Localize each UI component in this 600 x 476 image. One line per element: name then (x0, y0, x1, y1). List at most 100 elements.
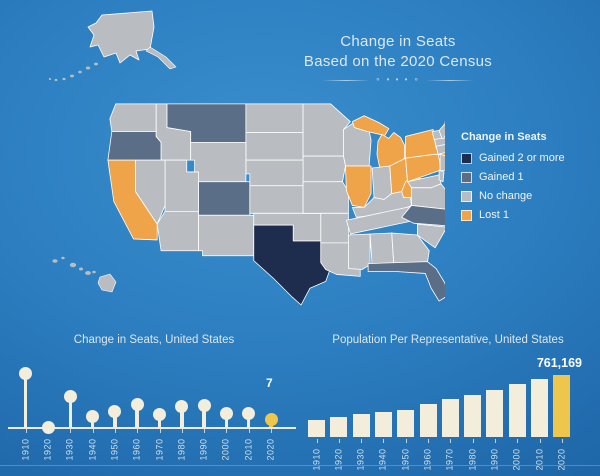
main-title: Change in Seats Based on the 2020 Census… (278, 33, 518, 84)
lollipop-stem-1990 (202, 405, 206, 427)
x-label-1950: 1950 (400, 448, 411, 471)
bar-1960 (419, 403, 437, 437)
state-nd (245, 103, 304, 133)
x-label-2000: 2000 (220, 438, 231, 461)
state-wy (190, 141, 247, 183)
lollipop-dot-2010 (242, 406, 256, 420)
state-md (407, 174, 442, 189)
x-tick-1980 (472, 439, 474, 443)
map-legend: Change in Seats Gained 2 or more Gained 1… (461, 131, 565, 228)
x-label-1950: 1950 (109, 438, 120, 461)
legend-swatch-gained1 (461, 171, 472, 183)
aleutian-islands (48, 46, 132, 82)
state-co (198, 181, 251, 216)
x-tick-1960 (137, 429, 139, 433)
lollipop-dot-1940 (86, 410, 100, 424)
lollipop-dot-1950 (108, 404, 122, 418)
lollipop-dot-1990 (197, 398, 211, 412)
x-label-1910: 1910 (20, 438, 31, 461)
legend-label: Lost 1 (479, 209, 509, 221)
x-label-2000: 2000 (511, 448, 522, 471)
ornament-line-right (425, 79, 474, 81)
x-tick-1920 (48, 429, 49, 433)
state-nh (438, 123, 445, 139)
lollipop-dot-1970 (153, 408, 166, 422)
x-tick-2010 (539, 439, 541, 443)
x-tick-2020 (271, 429, 272, 433)
state-ar (320, 212, 349, 244)
state-il (345, 165, 372, 208)
x-label-1940: 1940 (87, 438, 98, 461)
ornament-dots: ∘ • • • ∘ (375, 75, 421, 84)
legend-label: No change (479, 190, 533, 202)
x-tick-1970 (450, 439, 452, 443)
x-label-1930: 1930 (64, 438, 75, 461)
x-tick-2000 (517, 439, 519, 443)
x-label-1980: 1980 (176, 438, 187, 461)
legend-label: Gained 2 or more (479, 152, 565, 164)
hawaii-map (52, 256, 117, 293)
x-tick-1950 (114, 429, 116, 433)
state-az (156, 210, 199, 252)
x-tick-1970 (159, 429, 161, 433)
x-tick-1930 (70, 429, 72, 433)
x-tick-1930 (361, 439, 363, 443)
state-ca (107, 159, 158, 241)
bar-1940 (374, 412, 392, 437)
chart-title-right: Population Per Representative, United St… (332, 334, 564, 346)
state-al (369, 232, 395, 265)
chart-change-in-seats: Change in Seats, United States 1910 1920 1… (8, 330, 300, 476)
state-ak (87, 10, 155, 64)
x-tick-1940 (92, 429, 94, 433)
state-wa (109, 103, 157, 132)
x-label-1930: 1930 (355, 448, 366, 471)
state-tx (253, 224, 331, 306)
state-ne (245, 159, 304, 187)
bar-2000 (508, 384, 526, 437)
bottom-divider-line (0, 465, 600, 466)
x-label-1970: 1970 (444, 448, 455, 471)
lollipop-dot-1920 (41, 420, 55, 434)
legend-item-gained1: Gained 1 (461, 171, 565, 183)
alaska-map (48, 10, 177, 82)
state-ia (302, 155, 346, 183)
x-label-1920: 1920 (42, 438, 53, 461)
bar-plot: 1910 1920 1930 1940 1950 1960 1970 1980 1990 2000… (302, 330, 594, 476)
lollipop-stem-2000 (224, 413, 229, 427)
x-label-1920: 1920 (333, 448, 344, 471)
x-label-1990: 1990 (198, 438, 209, 461)
x-tick-1940 (383, 439, 385, 443)
x-label-2010: 2010 (534, 448, 544, 471)
bar-1920 (330, 417, 348, 437)
x-tick-1910 (316, 439, 318, 443)
state-mi-upper (351, 115, 390, 136)
state-hi (52, 256, 117, 293)
x-tick-2020 (561, 439, 563, 443)
title-ornament: ∘ • • • ∘ (278, 76, 518, 84)
x-tick-2010 (248, 429, 250, 433)
x-tick-1910 (25, 429, 27, 433)
state-ms (348, 233, 371, 270)
bar-1990 (486, 390, 504, 437)
x-label-1940: 1940 (377, 448, 388, 471)
state-mi (376, 132, 405, 170)
state-de (438, 169, 445, 183)
title-line-2: Based on the 2020 Census (303, 53, 493, 70)
state-ut (164, 159, 199, 212)
lollipop-dot-1960 (130, 397, 144, 411)
x-tick-1950 (405, 439, 407, 443)
x-label-1960: 1960 (131, 438, 142, 461)
us-map (107, 103, 445, 306)
state-sc (417, 223, 445, 249)
bar-1950 (397, 409, 415, 437)
state-nc (401, 205, 445, 227)
legend-swatch-nochange (461, 190, 472, 202)
lollipop-dot-1930 (63, 390, 77, 404)
alaska-panhandle (145, 46, 177, 70)
state-sd (245, 132, 304, 161)
x-tick-2000 (226, 429, 228, 433)
state-mo (302, 181, 349, 214)
state-in (371, 165, 393, 200)
title-line-1: Change in Seats (340, 33, 456, 50)
